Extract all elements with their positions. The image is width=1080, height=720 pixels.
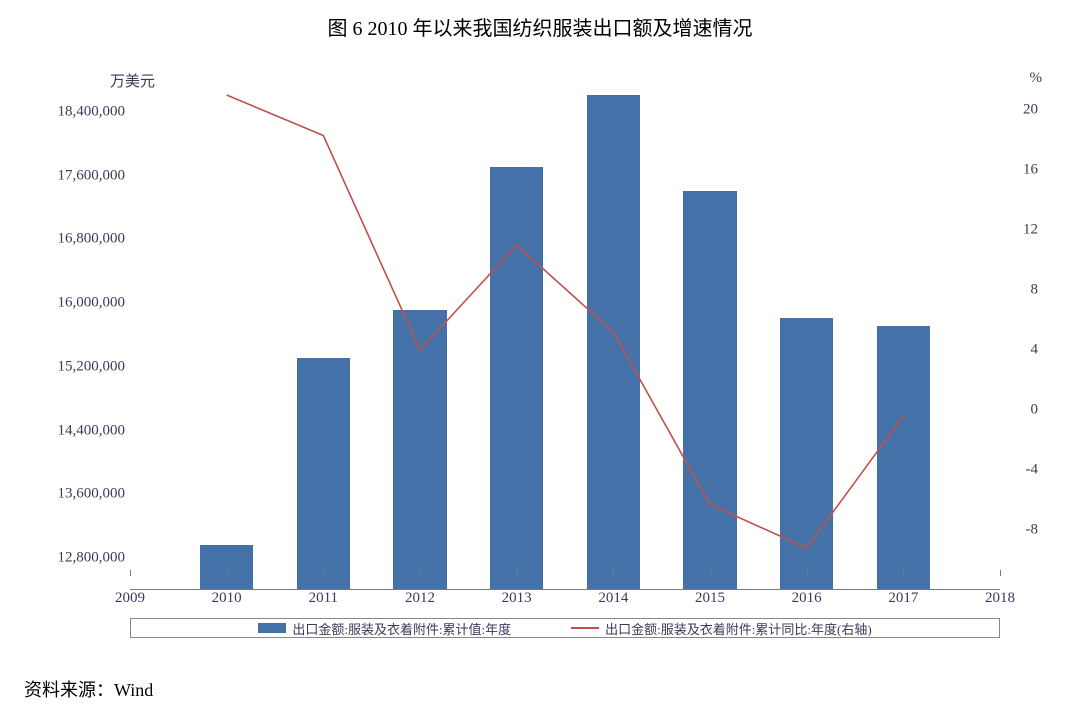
legend-bar-swatch: [258, 623, 286, 633]
y-right-tick: 20: [998, 102, 1038, 119]
y-left-tick: 16,000,000: [40, 295, 125, 312]
y-left-tick: 15,200,000: [40, 358, 125, 375]
plot-region: [130, 80, 1000, 590]
x-tick: 2018: [970, 590, 1030, 607]
legend-item-line: 出口金额:服装及衣着附件:累计同比:年度(右轴): [571, 619, 872, 638]
x-tick-mark: [227, 570, 228, 576]
line-series: [130, 80, 1000, 590]
legend-item-bar: 出口金额:服装及衣着附件:累计值:年度: [258, 619, 511, 638]
x-tick-mark: [1000, 570, 1001, 576]
legend-line-swatch: [571, 627, 599, 629]
chart-title: 图 6 2010 年以来我国纺织服装出口额及增速情况: [0, 0, 1080, 41]
source-line: 资料来源：Wind: [24, 676, 153, 702]
x-tick-mark: [517, 570, 518, 576]
y-left-tick: 12,800,000: [40, 550, 125, 567]
x-tick: 2011: [293, 590, 353, 607]
y-left-tick: 13,600,000: [40, 486, 125, 503]
x-tick: 2010: [197, 590, 257, 607]
y-left-tick: 14,400,000: [40, 422, 125, 439]
y-right-tick: -4: [998, 462, 1038, 479]
legend-line-label: 出口金额:服装及衣着附件:累计同比:年度(右轴): [605, 619, 872, 638]
y-right-tick: 12: [998, 222, 1038, 239]
chart-area: 万美元 % 出口金额:服装及衣着附件:累计值:年度 出口金额:服装及衣着附件:累…: [40, 60, 1040, 640]
y-right-tick: 8: [998, 282, 1038, 299]
x-tick: 2015: [680, 590, 740, 607]
growth-line: [227, 95, 904, 548]
x-tick: 2016: [777, 590, 837, 607]
x-tick: 2017: [873, 590, 933, 607]
x-tick: 2014: [583, 590, 643, 607]
y-right-tick: 0: [998, 402, 1038, 419]
x-tick: 2009: [100, 590, 160, 607]
legend: 出口金额:服装及衣着附件:累计值:年度 出口金额:服装及衣着附件:累计同比:年度…: [130, 618, 1000, 638]
y-left-tick: 18,400,000: [40, 103, 125, 120]
y-right-tick: -8: [998, 522, 1038, 539]
y-right-tick: 4: [998, 342, 1038, 359]
x-tick-mark: [130, 570, 131, 576]
x-tick-mark: [323, 570, 324, 576]
source-value: Wind: [114, 680, 153, 700]
y-right-axis-label: %: [1030, 70, 1043, 87]
y-left-tick: 16,800,000: [40, 231, 125, 248]
x-tick-mark: [420, 570, 421, 576]
x-tick-mark: [710, 570, 711, 576]
x-tick-mark: [807, 570, 808, 576]
source-label: 资料来源：: [24, 680, 114, 700]
y-right-tick: 16: [998, 162, 1038, 179]
x-tick: 2012: [390, 590, 450, 607]
x-tick-mark: [903, 570, 904, 576]
legend-bar-label: 出口金额:服装及衣着附件:累计值:年度: [292, 619, 511, 638]
y-left-tick: 17,600,000: [40, 167, 125, 184]
x-tick-mark: [613, 570, 614, 576]
x-tick: 2013: [487, 590, 547, 607]
